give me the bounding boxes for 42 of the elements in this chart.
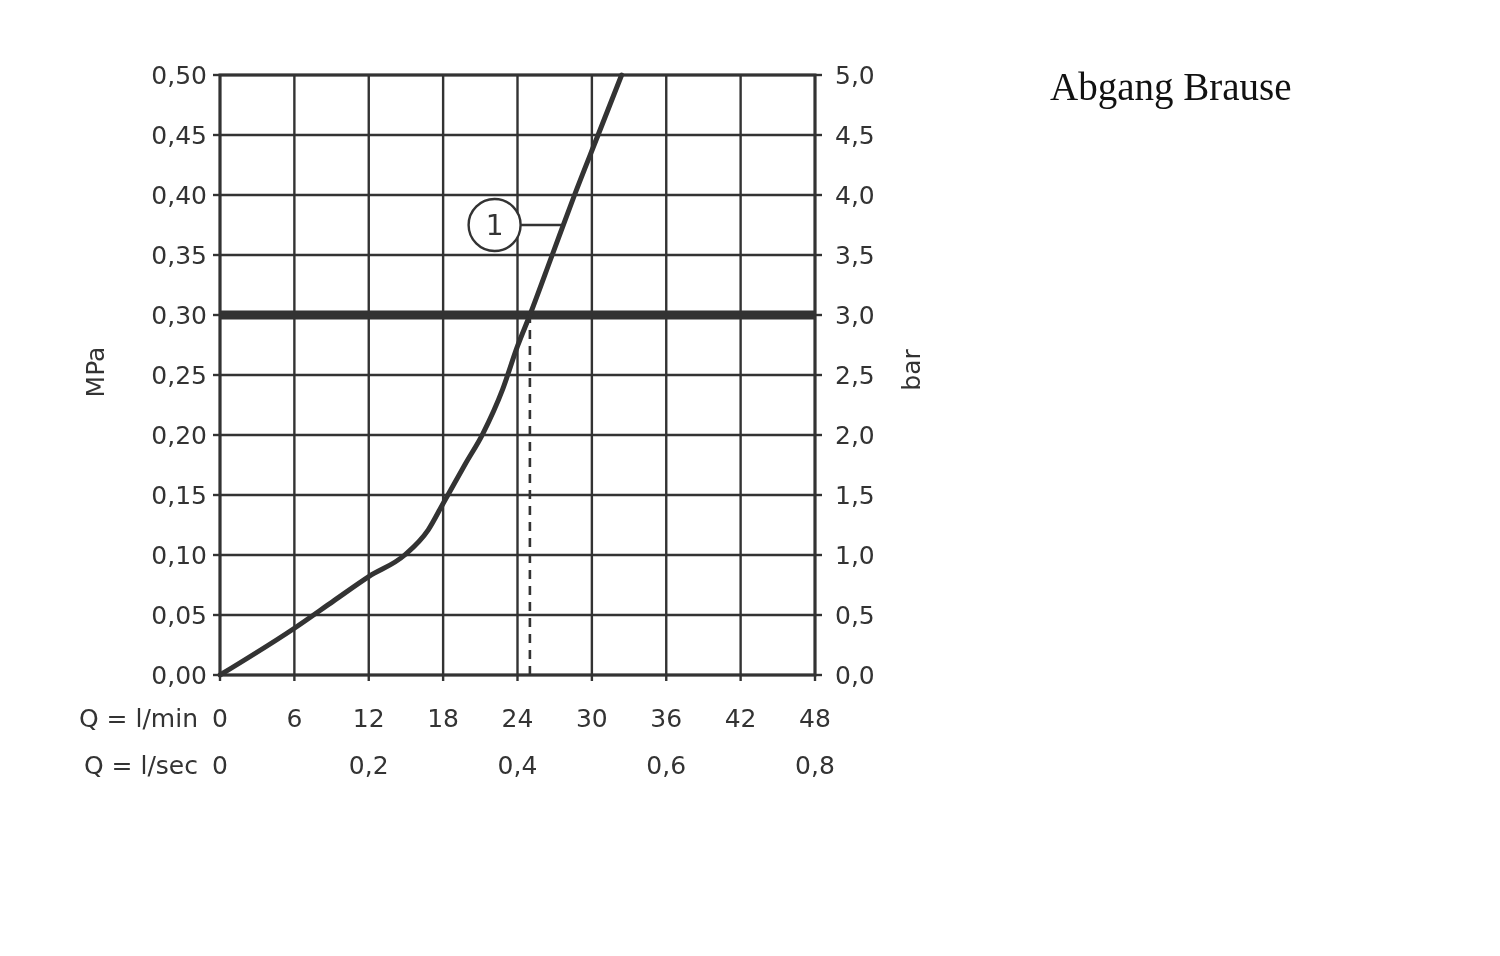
- y-tick-label: 0,45: [151, 121, 207, 150]
- y-tick-label: 0,15: [151, 481, 207, 510]
- y-tick-label: 0,00: [151, 661, 207, 690]
- y2-tick-label: 2,0: [835, 421, 875, 450]
- y-axis-title: MPa: [81, 346, 110, 398]
- y-tick-label: 0,10: [151, 541, 207, 570]
- y-tick-label: 0,50: [151, 61, 207, 90]
- y-tick-label: 0,40: [151, 181, 207, 210]
- annotation: 1: [485, 209, 504, 243]
- x2-tick-label: 0,8: [795, 751, 835, 780]
- x-tick-label: 36: [650, 704, 683, 733]
- y2-tick-label: 0,0: [835, 661, 875, 690]
- x2-tick-label: 0: [212, 751, 228, 780]
- y2-tick-label: 1,5: [835, 481, 875, 510]
- x-tick-label: 42: [724, 704, 757, 733]
- x-tick-label: 0: [212, 704, 228, 733]
- y2-tick-label: 4,5: [835, 121, 875, 150]
- y2-tick-label: 4,0: [835, 181, 875, 210]
- y2-tick-label: 2,5: [835, 361, 875, 390]
- y2-tick-label: 3,0: [835, 301, 875, 330]
- y-tick-label: 0,30: [151, 301, 207, 330]
- x2-tick-label: 0,6: [646, 751, 687, 780]
- y2-tick-label: 1,0: [835, 541, 875, 570]
- x-tick-label: 6: [286, 704, 303, 733]
- y2-tick-label: 0,5: [835, 601, 875, 630]
- x-axis-title: Q = l/min: [78, 704, 198, 733]
- y2-axis-title: bar: [897, 348, 926, 391]
- x2-tick-label: 0,2: [348, 751, 389, 780]
- x-tick-label: 18: [427, 704, 460, 733]
- x-tick-label: 24: [501, 704, 534, 733]
- x-tick-label: 48: [799, 704, 831, 733]
- y-tick-label: 0,35: [151, 241, 207, 270]
- x-tick-label: 30: [575, 704, 608, 733]
- x2-axis-title: Q = l/sec: [83, 751, 198, 780]
- x2-tick-label: 0,4: [497, 751, 538, 780]
- y-tick-label: 0,25: [151, 361, 207, 390]
- y2-tick-label: 3,5: [835, 241, 875, 270]
- y2-tick-label: 5,0: [835, 61, 875, 90]
- x-tick-label: 12: [352, 704, 385, 733]
- text: Abgang Brause: [1050, 65, 1292, 109]
- y-tick-label: 0,20: [151, 421, 207, 450]
- y-tick-label: 0,05: [151, 601, 207, 630]
